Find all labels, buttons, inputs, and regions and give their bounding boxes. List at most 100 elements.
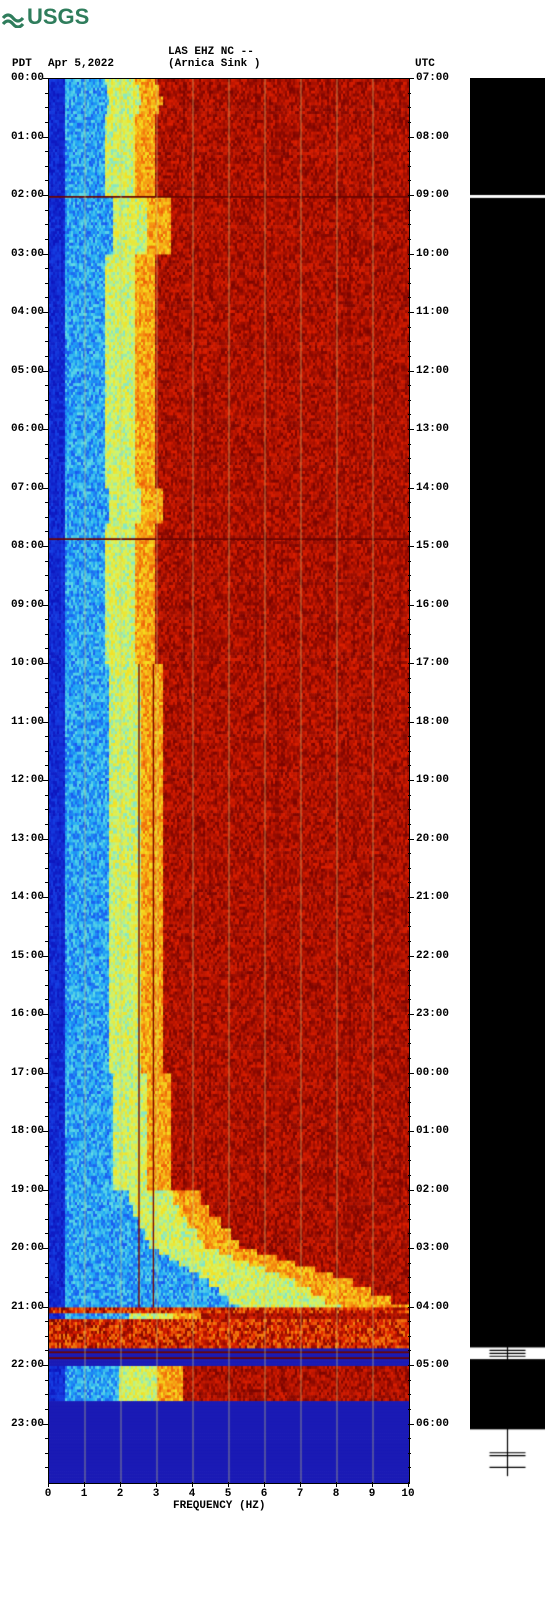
left-tick-mark — [43, 956, 48, 957]
station-name-label: (Arnica Sink ) — [168, 58, 260, 70]
bottom-freq-tick: 5 — [220, 1488, 236, 1500]
right-minor-tick — [408, 707, 411, 708]
left-minor-tick — [45, 122, 48, 123]
left-minor-tick — [45, 1277, 48, 1278]
right-minor-tick — [408, 1043, 411, 1044]
bottom-freq-tick: 9 — [364, 1488, 380, 1500]
right-tick-mark — [408, 663, 414, 664]
left-minor-tick — [45, 678, 48, 679]
right-minor-tick — [408, 122, 411, 123]
bottom-freq-tick: 3 — [148, 1488, 164, 1500]
left-time-tick: 17:00 — [0, 1067, 44, 1079]
right-minor-tick — [408, 283, 411, 284]
bottom-freq-tick: 0 — [40, 1488, 56, 1500]
right-tick-mark — [408, 488, 414, 489]
right-tick-mark — [408, 312, 414, 313]
right-time-tick: 21:00 — [416, 891, 449, 903]
right-time-tick: 19:00 — [416, 774, 449, 786]
left-minor-tick — [45, 1380, 48, 1381]
right-minor-tick — [408, 210, 411, 211]
usgs-logo-text: USGS — [27, 4, 89, 28]
bottom-tick-mark — [192, 1482, 193, 1487]
left-minor-tick — [45, 809, 48, 810]
right-time-tick: 18:00 — [416, 716, 449, 728]
right-tick-mark — [408, 195, 414, 196]
right-minor-tick — [408, 1409, 411, 1410]
right-minor-tick — [408, 1160, 411, 1161]
left-minor-tick — [45, 1204, 48, 1205]
left-minor-tick — [45, 502, 48, 503]
right-tick-mark — [408, 897, 414, 898]
left-minor-tick — [45, 1087, 48, 1088]
left-time-tick: 06:00 — [0, 423, 44, 435]
left-minor-tick — [45, 561, 48, 562]
right-time-tick: 14:00 — [416, 482, 449, 494]
left-tick-mark — [43, 663, 48, 664]
right-minor-tick — [408, 517, 411, 518]
left-time-tick: 23:00 — [0, 1418, 44, 1430]
left-tick-mark — [43, 254, 48, 255]
left-time-tick: 01:00 — [0, 131, 44, 143]
left-time-tick: 21:00 — [0, 1301, 44, 1313]
left-time-tick: 15:00 — [0, 950, 44, 962]
right-minor-tick — [408, 1116, 411, 1117]
right-minor-tick — [408, 912, 411, 913]
left-minor-tick — [45, 707, 48, 708]
right-minor-tick — [408, 1263, 411, 1264]
right-time-tick: 16:00 — [416, 599, 449, 611]
right-minor-tick — [408, 795, 411, 796]
amplitude-sidebar-chart — [470, 78, 545, 1482]
right-tick-mark — [408, 1365, 414, 1366]
right-minor-tick — [408, 1102, 411, 1103]
left-minor-tick — [45, 868, 48, 869]
left-minor-tick — [45, 1453, 48, 1454]
right-minor-tick — [408, 1292, 411, 1293]
right-minor-tick — [408, 619, 411, 620]
left-minor-tick — [45, 590, 48, 591]
left-minor-tick — [45, 327, 48, 328]
right-minor-tick — [408, 1438, 411, 1439]
right-minor-tick — [408, 926, 411, 927]
left-minor-tick — [45, 824, 48, 825]
left-tick-mark — [43, 722, 48, 723]
left-minor-tick — [45, 93, 48, 94]
right-time-tick: 01:00 — [416, 1125, 449, 1137]
left-minor-tick — [45, 692, 48, 693]
bottom-tick-mark — [336, 1482, 337, 1487]
right-minor-tick — [408, 531, 411, 532]
left-minor-tick — [45, 1336, 48, 1337]
right-minor-tick — [408, 751, 411, 752]
left-tick-mark — [43, 488, 48, 489]
right-time-tick: 15:00 — [416, 540, 449, 552]
left-minor-tick — [45, 1438, 48, 1439]
right-time-tick: 07:00 — [416, 72, 449, 84]
left-time-tick: 10:00 — [0, 657, 44, 669]
left-minor-tick — [45, 765, 48, 766]
left-minor-tick — [45, 400, 48, 401]
right-minor-tick — [408, 765, 411, 766]
left-timezone-label: PDT — [12, 58, 32, 70]
right-minor-tick — [408, 809, 411, 810]
left-minor-tick — [45, 1160, 48, 1161]
spectrogram-chart — [48, 78, 410, 1484]
right-minor-tick — [408, 224, 411, 225]
left-tick-mark — [43, 312, 48, 313]
right-tick-mark — [408, 1014, 414, 1015]
bottom-tick-mark — [84, 1482, 85, 1487]
right-minor-tick — [408, 1394, 411, 1395]
left-minor-tick — [45, 180, 48, 181]
left-tick-mark — [43, 780, 48, 781]
right-minor-tick — [408, 590, 411, 591]
right-minor-tick — [408, 882, 411, 883]
right-time-tick: 11:00 — [416, 306, 449, 318]
left-time-tick: 11:00 — [0, 716, 44, 728]
bottom-freq-tick: 6 — [256, 1488, 272, 1500]
right-time-tick: 09:00 — [416, 189, 449, 201]
left-tick-mark — [43, 429, 48, 430]
left-tick-mark — [43, 897, 48, 898]
right-minor-tick — [408, 678, 411, 679]
bottom-freq-tick: 8 — [328, 1488, 344, 1500]
left-minor-tick — [45, 751, 48, 752]
right-minor-tick — [408, 1087, 411, 1088]
right-minor-tick — [408, 341, 411, 342]
